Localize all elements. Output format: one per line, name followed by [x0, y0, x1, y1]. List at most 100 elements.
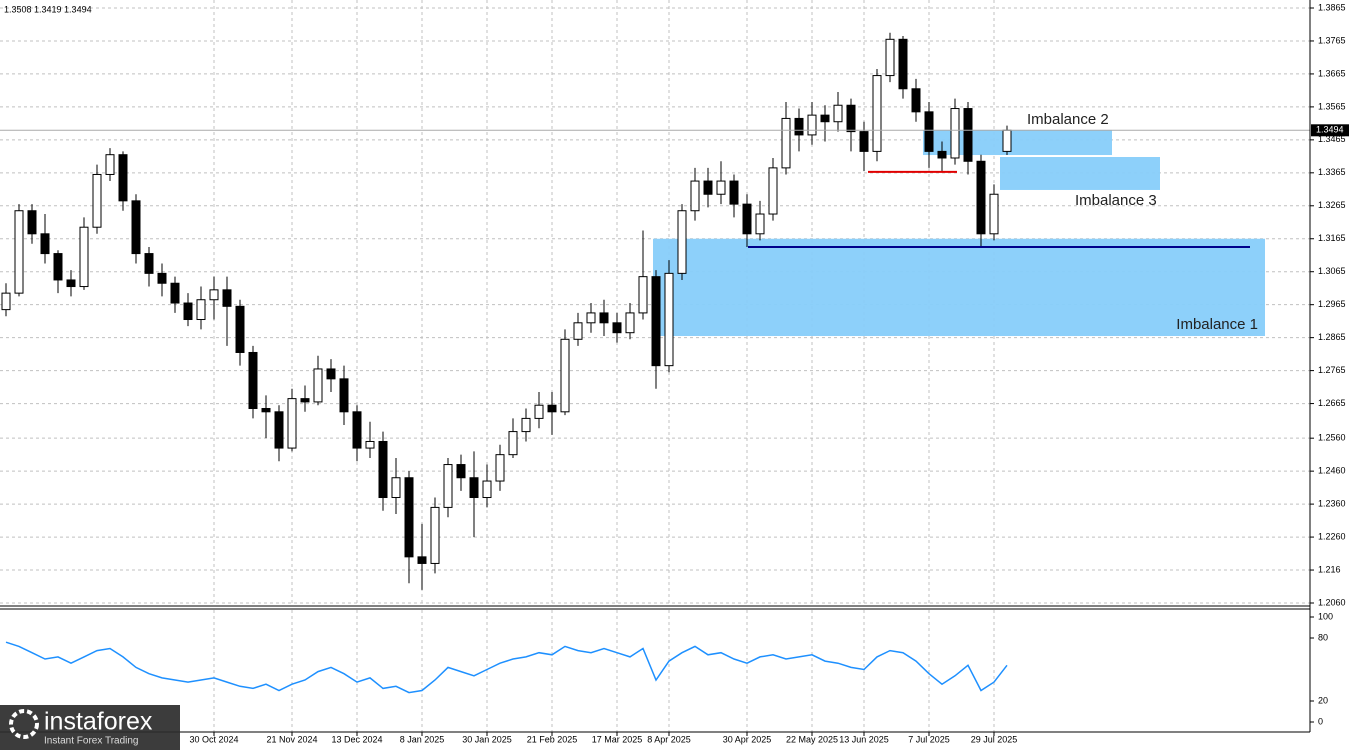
candle-body: [378, 440, 388, 499]
candle-body: [27, 210, 37, 235]
candle-body: [872, 75, 882, 152]
y-tick-label: 1.3665: [1318, 68, 1346, 78]
ohlc-header: 1.3508 1.3419 1.3494: [4, 4, 92, 14]
y-tick-label: 80: [1318, 632, 1328, 642]
x-tick-label: 21 Feb 2025: [527, 734, 578, 744]
x-tick-label: 13 Jun 2025: [839, 734, 889, 744]
candle-body: [963, 108, 973, 162]
candle-body: [742, 203, 752, 235]
candle-body: [950, 108, 960, 159]
zones: [653, 129, 1265, 336]
last-price-label: 1.3494: [1316, 125, 1344, 135]
candle-body: [794, 117, 804, 136]
logo: instaforex Instant Forex Trading: [0, 705, 180, 750]
candle-body: [560, 338, 570, 413]
candle-body: [547, 404, 557, 413]
candle-body: [781, 117, 791, 169]
candle-body: [417, 556, 427, 564]
logo-name: instaforex: [44, 708, 153, 736]
y-tick-label: 1.3465: [1318, 134, 1346, 144]
candle-body: [170, 282, 180, 304]
x-tick-label: 8 Apr 2025: [647, 734, 691, 744]
candle-body: [885, 38, 895, 77]
candle-body: [40, 233, 50, 255]
zone-label: Imbalance 1: [1176, 316, 1258, 333]
x-tick-label: 30 Apr 2025: [723, 734, 772, 744]
candle-body: [66, 279, 76, 288]
candle-body: [274, 411, 284, 449]
last-price-box: [1311, 124, 1349, 137]
candle-body: [157, 272, 167, 284]
candle-body: [573, 322, 583, 340]
candle-body: [495, 454, 505, 482]
y-tick-label: 1.3065: [1318, 266, 1346, 276]
y-tick-label: 1.3365: [1318, 167, 1346, 177]
zone-label: Imbalance 3: [1075, 192, 1157, 209]
y-tick-label: 1.2460: [1318, 466, 1346, 476]
imbalance-zone: [1000, 156, 1160, 190]
logo-icon: [9, 709, 39, 739]
y-tick-label: 1.3265: [1318, 200, 1346, 210]
candle-body: [352, 411, 362, 449]
x-tick-label: 7 Jul 2025: [908, 734, 950, 744]
y-tick-label: 1.2665: [1318, 398, 1346, 408]
candle-body: [768, 167, 778, 215]
candle-body: [144, 253, 154, 274]
y-tick-label: 1.2260: [1318, 531, 1346, 541]
candle-body: [53, 253, 63, 281]
x-tick-label: 30 Jan 2025: [462, 734, 512, 744]
candle-body: [859, 131, 869, 152]
candle-body: [131, 200, 141, 255]
candle-body: [1, 292, 11, 311]
candle-body: [911, 88, 921, 113]
candle-body: [599, 312, 609, 324]
candle-body: [755, 213, 765, 235]
candle-body: [326, 368, 336, 380]
y-tick-label: 1.2560: [1318, 433, 1346, 443]
candle-body: [807, 114, 817, 136]
candle-body: [716, 180, 726, 195]
candle-body: [339, 378, 349, 413]
candle-body: [820, 114, 830, 123]
candle-body: [625, 312, 635, 334]
candle-body: [898, 38, 908, 90]
y-tick-label: 1.2765: [1318, 365, 1346, 375]
candle-body: [391, 477, 401, 499]
y-tick-label: 1.2865: [1318, 332, 1346, 342]
y-tick-label: 100: [1318, 611, 1333, 621]
candle-body: [118, 154, 128, 202]
candle-body: [469, 477, 479, 499]
candle-body: [196, 299, 206, 321]
candle-body: [261, 408, 271, 413]
candle-body: [313, 368, 323, 403]
candle-body: [989, 193, 999, 235]
candle-body: [521, 417, 531, 433]
logo-tagline: Instant Forex Trading: [44, 736, 139, 747]
y-tick-label: 1.2965: [1318, 299, 1346, 309]
candle-body: [534, 404, 544, 419]
candle-body: [482, 480, 492, 499]
candle-body: [79, 226, 89, 288]
candle-body: [430, 506, 440, 564]
candle-body: [677, 210, 687, 274]
x-tick-label: 29 Jul 2025: [971, 734, 1018, 744]
candle-body: [937, 150, 947, 159]
candle-body: [365, 440, 375, 449]
y-tick-label: 1.216: [1318, 564, 1341, 574]
x-tick-label: 17 Mar 2025: [592, 734, 643, 744]
candle-body: [1002, 129, 1012, 152]
candle-body: [14, 210, 24, 294]
candle-body: [300, 398, 310, 403]
y-tick-label: 1.2360: [1318, 498, 1346, 508]
x-tick-label: 21 Nov 2024: [266, 734, 317, 744]
candle-body: [508, 431, 518, 456]
x-tick-label: 8 Jan 2025: [400, 734, 445, 744]
candle-body: [729, 180, 739, 205]
zone-label: Imbalance 2: [1027, 111, 1109, 128]
candle-body: [209, 289, 219, 301]
x-tick-label: 13 Dec 2024: [331, 734, 382, 744]
candle-body: [222, 289, 232, 307]
x-tick-label: 22 May 2025: [786, 734, 838, 744]
